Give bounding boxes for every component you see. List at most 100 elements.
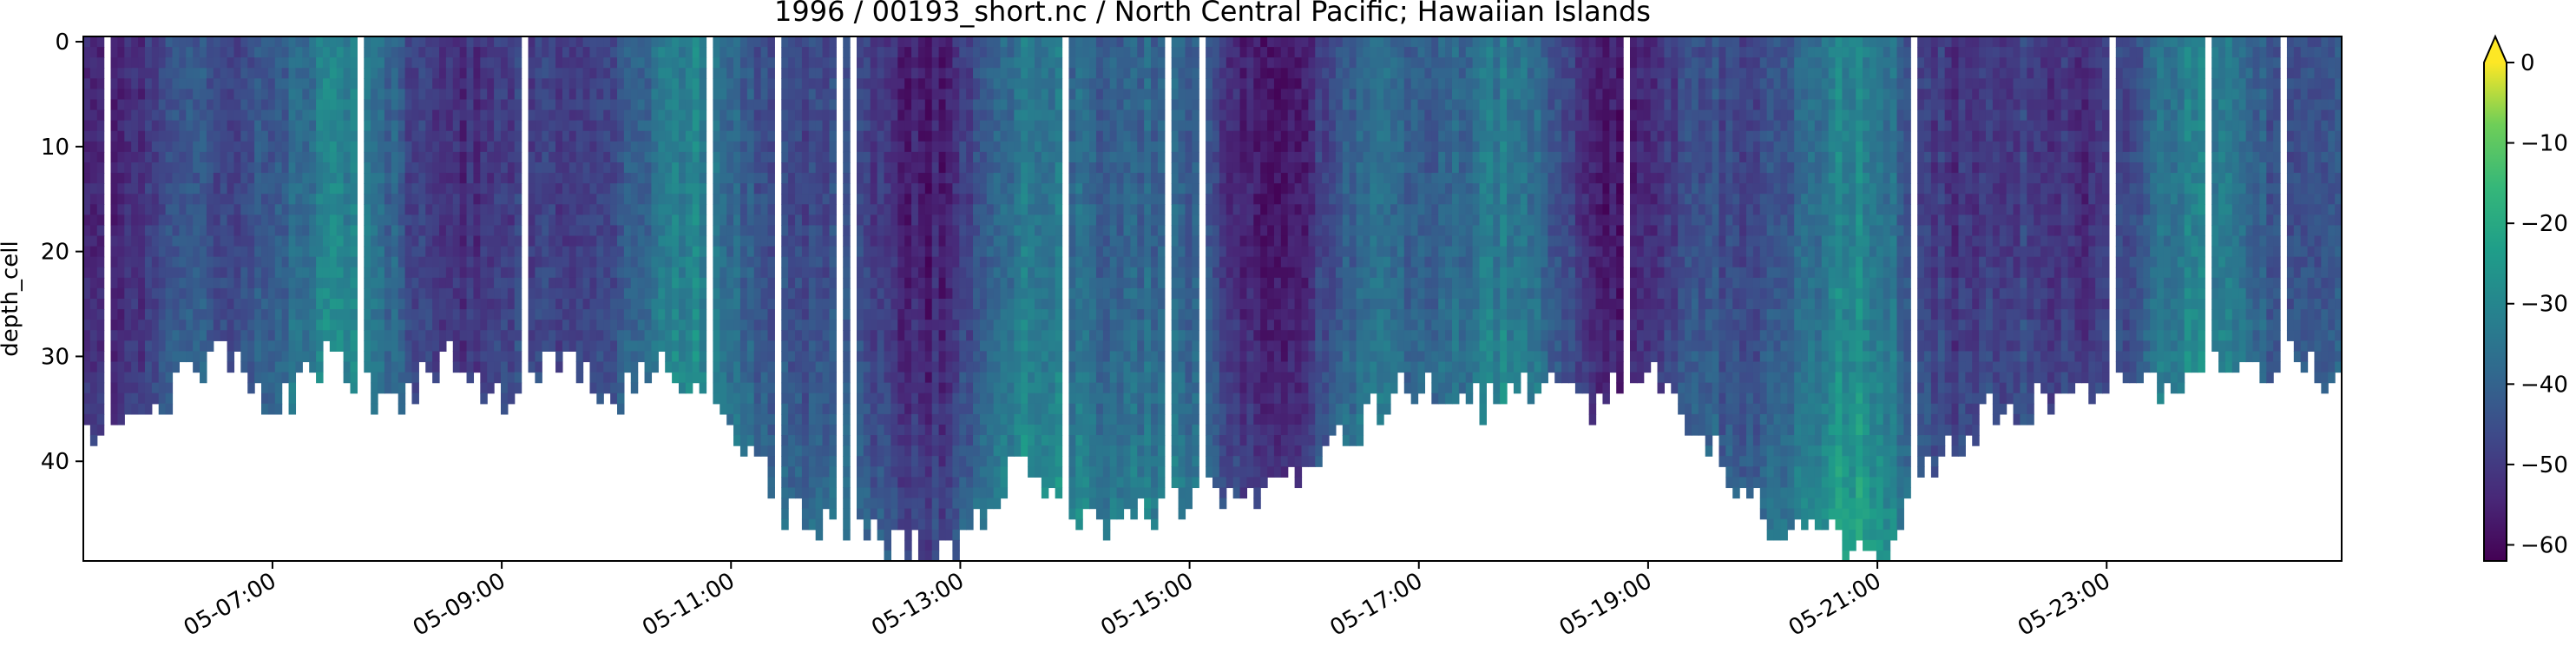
heatmap-cell <box>815 47 824 58</box>
heatmap-cell <box>815 89 824 101</box>
heatmap-cell <box>83 299 91 310</box>
heatmap-cell <box>261 120 269 132</box>
heatmap-cell <box>753 246 762 258</box>
heatmap-cell <box>261 78 269 89</box>
heatmap-cell <box>1028 162 1035 174</box>
heatmap-cell <box>665 130 673 142</box>
heatmap-cell <box>138 47 146 58</box>
heatmap-cell <box>487 120 495 132</box>
heatmap-cell <box>884 162 892 174</box>
heatmap-cell <box>151 287 160 300</box>
heatmap-cell <box>466 214 475 227</box>
heatmap-cell <box>452 130 461 142</box>
heatmap-cell <box>993 204 1002 215</box>
heatmap-cell <box>220 109 228 122</box>
heatmap-cell <box>138 299 146 310</box>
heatmap-cell <box>986 361 995 373</box>
heatmap-cell <box>425 309 433 320</box>
heatmap-cell <box>582 141 591 153</box>
heatmap-cell <box>186 204 194 215</box>
heatmap-cell <box>651 340 659 352</box>
heatmap-cell <box>110 36 119 48</box>
heatmap-cell <box>89 382 98 394</box>
heatmap-cell <box>658 214 666 227</box>
heatmap-cell <box>494 36 502 48</box>
heatmap-cell <box>870 68 878 79</box>
heatmap-cell <box>288 372 297 384</box>
heatmap-cell <box>911 392 919 405</box>
heatmap-cell <box>439 141 447 153</box>
heatmap-cell <box>815 413 824 425</box>
heatmap-cell <box>281 173 290 184</box>
heatmap-cell <box>542 330 549 341</box>
heatmap-cell <box>630 141 639 153</box>
heatmap-cell <box>829 78 837 89</box>
heatmap-cell <box>542 225 549 237</box>
heatmap-cell <box>610 151 618 163</box>
heatmap-cell <box>568 120 577 132</box>
heatmap-cell <box>507 267 516 279</box>
heatmap-cell <box>795 36 803 48</box>
heatmap-cell <box>884 78 892 89</box>
heatmap-cell <box>603 89 611 101</box>
heatmap-cell <box>165 68 174 79</box>
heatmap-cell <box>808 330 817 341</box>
heatmap-cell <box>720 194 727 205</box>
heatmap-cell <box>158 340 167 352</box>
heatmap-cell <box>364 109 371 122</box>
heatmap-cell <box>466 372 475 384</box>
heatmap-cell <box>582 57 591 69</box>
heatmap-cell <box>589 246 597 258</box>
heatmap-cell <box>514 109 522 122</box>
heatmap-cell <box>726 36 734 48</box>
heatmap-cell <box>856 235 864 247</box>
heatmap-cell <box>514 47 522 58</box>
heatmap-cell <box>281 277 290 289</box>
heatmap-cell <box>884 435 892 446</box>
heatmap-cell <box>781 309 789 320</box>
heatmap-cell <box>364 225 371 237</box>
heatmap-cell <box>459 36 468 48</box>
heatmap-cell <box>938 151 947 163</box>
heatmap-cell <box>931 309 940 320</box>
heatmap-cell <box>870 120 878 132</box>
heatmap-cell <box>815 299 824 310</box>
heatmap-cell <box>726 235 734 247</box>
heatmap-cell <box>692 330 700 341</box>
heatmap-cell <box>739 225 748 237</box>
heatmap-cell <box>966 392 974 405</box>
heatmap-cell <box>746 435 755 446</box>
heatmap-cell <box>452 68 461 79</box>
heatmap-cell <box>398 78 406 89</box>
heatmap-cell <box>959 456 967 467</box>
heatmap-cell <box>240 57 248 69</box>
heatmap-cell <box>685 330 693 341</box>
heatmap-cell <box>96 340 105 352</box>
heatmap-cell <box>452 120 461 132</box>
heatmap-cell <box>288 141 297 153</box>
heatmap-cell <box>220 89 228 101</box>
heatmap-cell <box>699 330 707 341</box>
heatmap-cell <box>589 225 597 237</box>
heatmap-cell <box>952 403 960 415</box>
heatmap-cell <box>144 204 153 215</box>
heatmap-cell <box>96 36 105 48</box>
heatmap-cell <box>227 151 235 163</box>
heatmap-cell <box>897 392 905 405</box>
heatmap-cell <box>897 487 905 499</box>
heatmap-cell <box>959 277 967 289</box>
heatmap-cell <box>575 351 584 363</box>
heatmap-cell <box>466 141 475 153</box>
heatmap-cell <box>692 89 700 101</box>
heatmap-cell <box>856 162 864 174</box>
heatmap-cell <box>200 204 207 215</box>
heatmap-cell <box>993 162 1002 174</box>
heatmap-cell <box>322 173 331 184</box>
heatmap-cell <box>193 267 200 279</box>
heatmap-cell <box>240 267 248 279</box>
heatmap-cell <box>699 246 707 258</box>
heatmap-cell <box>739 47 748 58</box>
heatmap-cell <box>993 372 1002 384</box>
heatmap-cell <box>979 445 988 457</box>
heatmap-cell <box>459 309 468 320</box>
